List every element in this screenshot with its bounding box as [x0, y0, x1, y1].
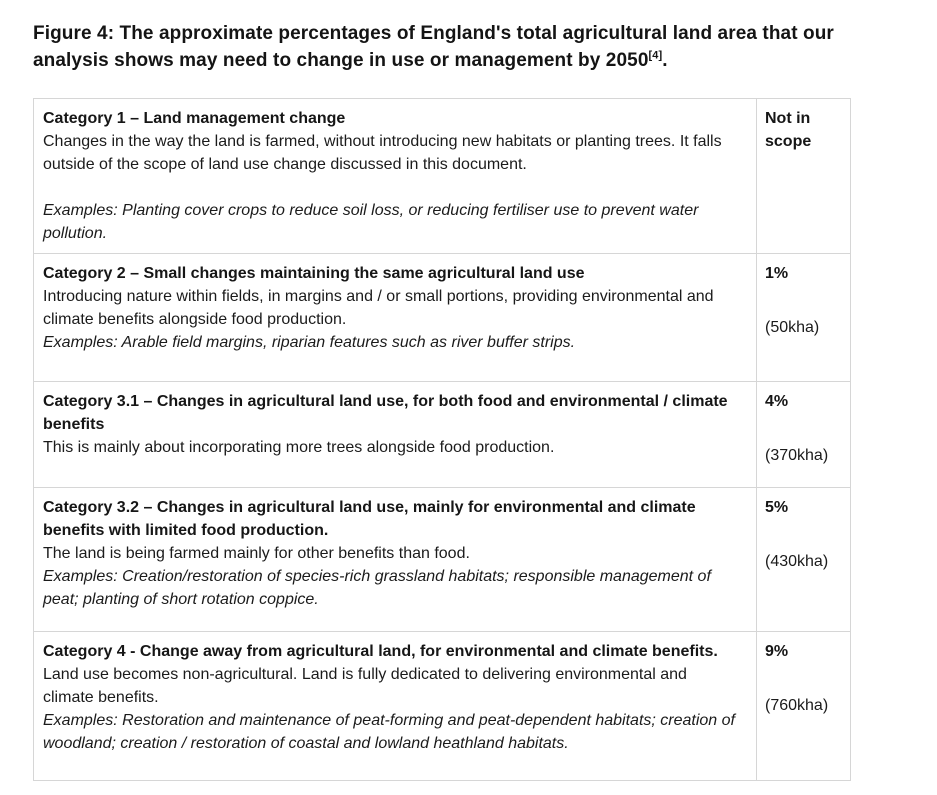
- category-examples: Examples: Restoration and maintenance of…: [43, 712, 735, 752]
- category-description: Introducing nature within fields, in mar…: [43, 288, 714, 328]
- category-area: (430kha): [765, 553, 829, 570]
- category-value-cell: Not in scope: [756, 99, 850, 253]
- category-title: Category 2 – Small changes maintaining t…: [43, 265, 585, 282]
- category-description: This is mainly about incorporating more …: [43, 439, 555, 456]
- category-percentage: 4%: [765, 393, 789, 410]
- figure-title-line1: Figure 4: The approximate percentages of…: [33, 23, 834, 44]
- category-description: The land is being farmed mainly for othe…: [43, 545, 470, 562]
- category-title: Category 1 – Land management change: [43, 110, 346, 127]
- category-description-cell: Category 1 – Land management change Chan…: [34, 99, 756, 253]
- category-area: (370kha): [765, 447, 829, 464]
- table-row-category-2: Category 2 – Small changes maintaining t…: [34, 253, 850, 381]
- category-description: Land use becomes non-agricultural. Land …: [43, 666, 687, 706]
- category-area: (50kha): [765, 319, 820, 336]
- category-value-cell: 1% (50kha): [756, 254, 850, 381]
- category-percentage: 1%: [765, 265, 789, 282]
- category-percentage: 5%: [765, 499, 789, 516]
- figure-title-period: .: [662, 50, 668, 71]
- category-title: Category 4 - Change away from agricultur…: [43, 643, 718, 660]
- category-description-cell: Category 3.2 – Changes in agricultural l…: [34, 488, 756, 631]
- category-title: Category 3.2 – Changes in agricultural l…: [43, 499, 696, 539]
- category-percentage: Not in scope: [765, 110, 812, 150]
- category-description: Changes in the way the land is farmed, w…: [43, 133, 722, 173]
- table-row-category-4: Category 4 - Change away from agricultur…: [34, 631, 850, 780]
- category-area: (760kha): [765, 697, 829, 714]
- figure-title-line2: analysis shows may need to change in use…: [33, 50, 649, 71]
- table-row-category-3-2: Category 3.2 – Changes in agricultural l…: [34, 487, 850, 631]
- category-description-cell: Category 3.1 – Changes in agricultural l…: [34, 382, 756, 487]
- categories-table: Category 1 – Land management change Chan…: [33, 98, 851, 781]
- figure-title: Figure 4: The approximate percentages of…: [33, 20, 838, 74]
- table-row-category-3-1: Category 3.1 – Changes in agricultural l…: [34, 381, 850, 487]
- category-value-cell: 4% (370kha): [756, 382, 850, 487]
- category-examples: Examples: Arable field margins, riparian…: [43, 334, 576, 351]
- category-percentage: 9%: [765, 643, 789, 660]
- category-title: Category 3.1 – Changes in agricultural l…: [43, 393, 728, 433]
- footnote-marker: [4]: [648, 49, 663, 62]
- category-value-cell: 5% (430kha): [756, 488, 850, 631]
- category-value-cell: 9% (760kha): [756, 632, 850, 780]
- category-description-cell: Category 4 - Change away from agricultur…: [34, 632, 756, 780]
- category-examples: Examples: Creation/restoration of specie…: [43, 568, 711, 608]
- category-description-cell: Category 2 – Small changes maintaining t…: [34, 254, 756, 381]
- table-row-category-1: Category 1 – Land management change Chan…: [34, 99, 850, 253]
- category-examples: Examples: Planting cover crops to reduce…: [43, 202, 699, 242]
